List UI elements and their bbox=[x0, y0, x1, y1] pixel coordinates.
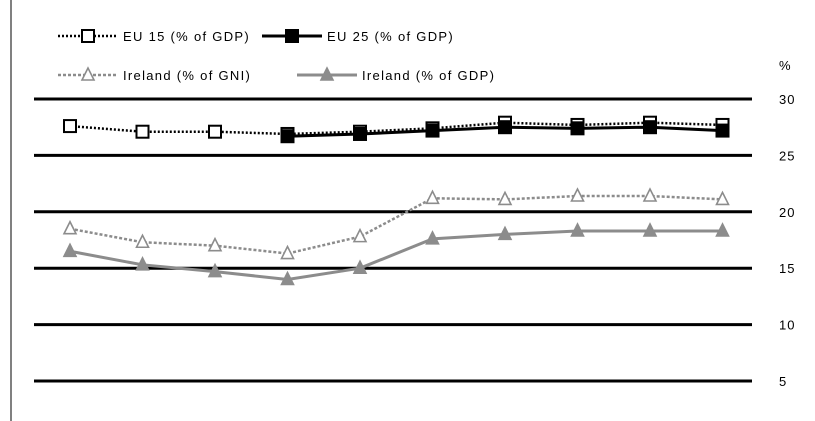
y-tick-label-30: 30 bbox=[779, 92, 795, 107]
legend-label-0: EU 15 (% of GDP) bbox=[123, 29, 250, 44]
data-point-s1-7 bbox=[570, 121, 585, 136]
legend-item-2: Ireland (% of GNI) bbox=[58, 66, 251, 83]
data-point-s0-1 bbox=[135, 124, 150, 139]
data-point-s2-1 bbox=[135, 233, 150, 249]
legend-swatch-marker-0 bbox=[81, 29, 95, 43]
legend-swatch-marker-1 bbox=[285, 29, 299, 43]
data-point-s2-0 bbox=[62, 219, 78, 235]
data-point-s3-3 bbox=[280, 270, 295, 286]
y-tick-label-15: 15 bbox=[779, 261, 795, 276]
data-point-s2-9 bbox=[715, 190, 730, 206]
data-point-s3-4 bbox=[352, 259, 368, 275]
data-point-s3-9 bbox=[715, 222, 730, 237]
data-point-s2-5 bbox=[425, 189, 440, 205]
series-line-3 bbox=[69, 229, 723, 281]
legend-swatch-marker-3 bbox=[319, 66, 335, 81]
data-point-s3-0 bbox=[62, 242, 78, 258]
series-line-2 bbox=[69, 194, 723, 255]
data-point-s1-8 bbox=[643, 120, 657, 135]
y-unit-label: % bbox=[779, 58, 791, 73]
legend-label-1: EU 25 (% of GDP) bbox=[327, 29, 454, 44]
legend-item-3: Ireland (% of GDP) bbox=[297, 66, 495, 83]
gridlines bbox=[34, 97, 752, 383]
data-point-s2-8 bbox=[642, 187, 658, 202]
data-point-s0-2 bbox=[208, 124, 222, 139]
data-point-s2-7 bbox=[570, 187, 585, 202]
y-tick-label-10: 10 bbox=[779, 318, 795, 333]
data-point-s1-3 bbox=[280, 129, 295, 144]
legend-item-1: EU 25 (% of GDP) bbox=[262, 29, 454, 44]
series-layer bbox=[62, 115, 730, 286]
data-point-s1-4 bbox=[353, 126, 367, 141]
series-1 bbox=[280, 120, 730, 144]
y-tick-label-20: 20 bbox=[779, 205, 795, 220]
legend-label-3: Ireland (% of GDP) bbox=[362, 68, 495, 83]
data-point-s2-2 bbox=[207, 236, 223, 252]
data-point-s3-6 bbox=[497, 225, 513, 241]
data-point-s1-9 bbox=[715, 123, 730, 138]
y-tick-label-5: 5 bbox=[779, 374, 787, 389]
legend: EU 15 (% of GDP) EU 25 (% of GDP) Ireland … bbox=[58, 29, 495, 83]
data-point-s3-2 bbox=[207, 262, 223, 278]
data-point-s2-4 bbox=[352, 227, 368, 243]
data-point-s2-6 bbox=[497, 190, 513, 206]
legend-item-0: EU 15 (% of GDP) bbox=[58, 29, 250, 44]
data-point-s3-1 bbox=[135, 256, 150, 271]
data-point-s2-3 bbox=[280, 244, 295, 260]
series-2 bbox=[62, 187, 730, 260]
y-tick-label-25: 25 bbox=[779, 148, 795, 163]
y-axis-tick-labels: 5 10 15 20 25 30 bbox=[779, 92, 795, 389]
legend-swatch-marker-2 bbox=[80, 66, 96, 81]
data-point-s3-5 bbox=[425, 230, 440, 245]
data-point-s1-6 bbox=[498, 120, 512, 135]
series-line-0 bbox=[69, 121, 723, 136]
data-point-s1-5 bbox=[425, 123, 440, 138]
data-point-s3-8 bbox=[642, 222, 658, 237]
legend-label-2: Ireland (% of GNI) bbox=[123, 68, 251, 83]
series-3 bbox=[62, 222, 730, 286]
data-point-s3-7 bbox=[570, 222, 585, 237]
data-point-s0-0 bbox=[63, 119, 77, 134]
